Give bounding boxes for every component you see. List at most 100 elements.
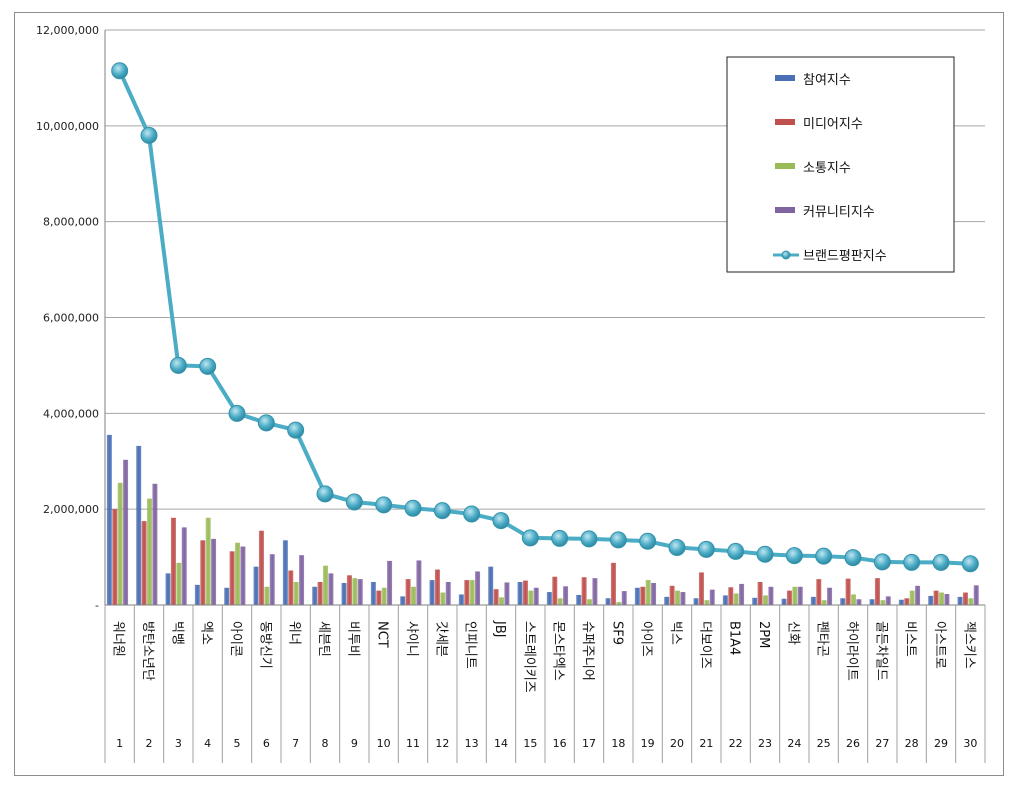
bar-3-28 [909, 590, 915, 605]
brand-point-19 [639, 532, 657, 550]
x-rank-label: 24 [787, 737, 801, 750]
y-tick-label: 12,000,000 [36, 24, 99, 37]
bar-2-9 [346, 575, 352, 605]
bar-1-20 [664, 596, 670, 605]
bar-4-21 [709, 589, 715, 605]
bar-4-8 [328, 573, 334, 605]
x-category-label: 골든차일드 [873, 621, 888, 681]
x-category-label: 엑소 [199, 621, 214, 645]
x-category-label: 빅뱅 [169, 621, 184, 645]
bar-1-8 [312, 586, 318, 605]
bar-3-25 [821, 600, 827, 605]
brand-point-18 [609, 531, 627, 549]
bar-3-3 [176, 562, 182, 605]
bar-3-4 [205, 517, 211, 605]
brand-point-13 [463, 505, 481, 523]
brand-point-29 [932, 553, 950, 571]
bar-3-21 [704, 600, 710, 605]
bar-4-18 [621, 591, 627, 605]
bar-2-6 [258, 530, 264, 605]
brand-point-14 [492, 512, 510, 530]
chart-frame: - 2,000,000 4,000,000 6,000,000 8,000,000 10,… [14, 12, 1004, 776]
bar-1-24 [781, 598, 787, 605]
bar-2-17 [581, 577, 587, 605]
bar-3-16 [557, 598, 563, 605]
x-category-label: 슈퍼주니어 [580, 621, 595, 681]
bar-4-12 [445, 582, 451, 605]
x-rank-label: 6 [263, 737, 270, 750]
bar-4-27 [885, 596, 891, 605]
bar-1-25 [810, 596, 816, 605]
legend-swatch-dot [781, 250, 791, 260]
x-rank-label: 16 [553, 737, 567, 750]
x-category-label: 스트레이키즈 [521, 621, 536, 693]
x-rank-label: 21 [699, 737, 713, 750]
x-category-label: 갓세븐 [433, 621, 448, 657]
bar-4-24 [797, 586, 803, 605]
x-category-label: B1A4 [727, 621, 742, 655]
brand-point-9 [345, 493, 363, 511]
bar-1-12 [429, 580, 435, 605]
x-rank-label: 1 [116, 737, 123, 750]
bar-2-27 [874, 578, 880, 605]
brand-point-5 [228, 404, 246, 422]
bar-3-18 [616, 602, 622, 605]
x-rank-label: 22 [729, 737, 743, 750]
bar-4-15 [533, 587, 539, 605]
bar-1-18 [605, 598, 611, 605]
bar-3-1 [117, 482, 123, 605]
x-category-label: 비투비 [345, 621, 360, 657]
brand-point-4 [199, 357, 217, 375]
axes [104, 30, 986, 763]
x-rank-label: 13 [465, 737, 479, 750]
y-tick-label: 6,000,000 [43, 312, 99, 325]
x-rank-label: 15 [523, 737, 537, 750]
x-category-label: 펜타곤 [815, 621, 830, 657]
bar-1-5 [224, 587, 230, 605]
x-category-label: 위너 [287, 621, 302, 645]
bar-2-8 [317, 582, 323, 605]
x-category-label: 비스트 [903, 621, 918, 657]
brand-point-7 [287, 421, 305, 439]
bar-4-5 [240, 546, 246, 605]
bar-1-22 [722, 595, 728, 605]
brand-point-24 [785, 547, 803, 565]
bar-2-26 [845, 578, 851, 605]
bar-3-29 [939, 592, 944, 605]
bar-3-27 [880, 600, 886, 605]
brand-point-27 [873, 553, 891, 571]
x-category-label: 몬스타엑스 [551, 621, 566, 681]
x-category-label: 아스트로 [932, 621, 947, 669]
bar-1-16 [546, 592, 552, 605]
x-category-label: NCT [375, 621, 390, 648]
bar-3-14 [499, 597, 504, 605]
bar-1-21 [693, 598, 699, 605]
bar-1-28 [898, 599, 904, 605]
bar-2-22 [728, 587, 734, 605]
x-category-label: 아이즈 [639, 621, 654, 657]
x-rank-label: 27 [875, 737, 889, 750]
legend-label-2: 미디어지수 [803, 117, 863, 132]
bar-2-3 [170, 517, 176, 605]
bar-3-6 [264, 586, 270, 605]
bar-1-30 [957, 596, 963, 605]
y-tick-label: 8,000,000 [43, 216, 99, 229]
brand-point-26 [844, 549, 862, 567]
x-category-label: 인피니트 [463, 621, 478, 669]
bar-4-25 [827, 587, 833, 605]
bar-3-11 [411, 586, 416, 605]
bar-3-17 [587, 599, 592, 605]
bar-1-19 [634, 587, 640, 605]
legend-swatch-4 [775, 207, 795, 213]
brand-point-28 [903, 553, 921, 571]
bar-1-26 [840, 598, 846, 605]
x-rank-label: 26 [846, 737, 860, 750]
bar-3-24 [792, 586, 798, 605]
brand-point-15 [521, 529, 539, 547]
bar-2-12 [434, 569, 440, 605]
bar-1-2 [136, 445, 142, 605]
bar-2-30 [962, 592, 968, 605]
bar-4-6 [269, 554, 275, 605]
brand-point-16 [551, 529, 569, 547]
